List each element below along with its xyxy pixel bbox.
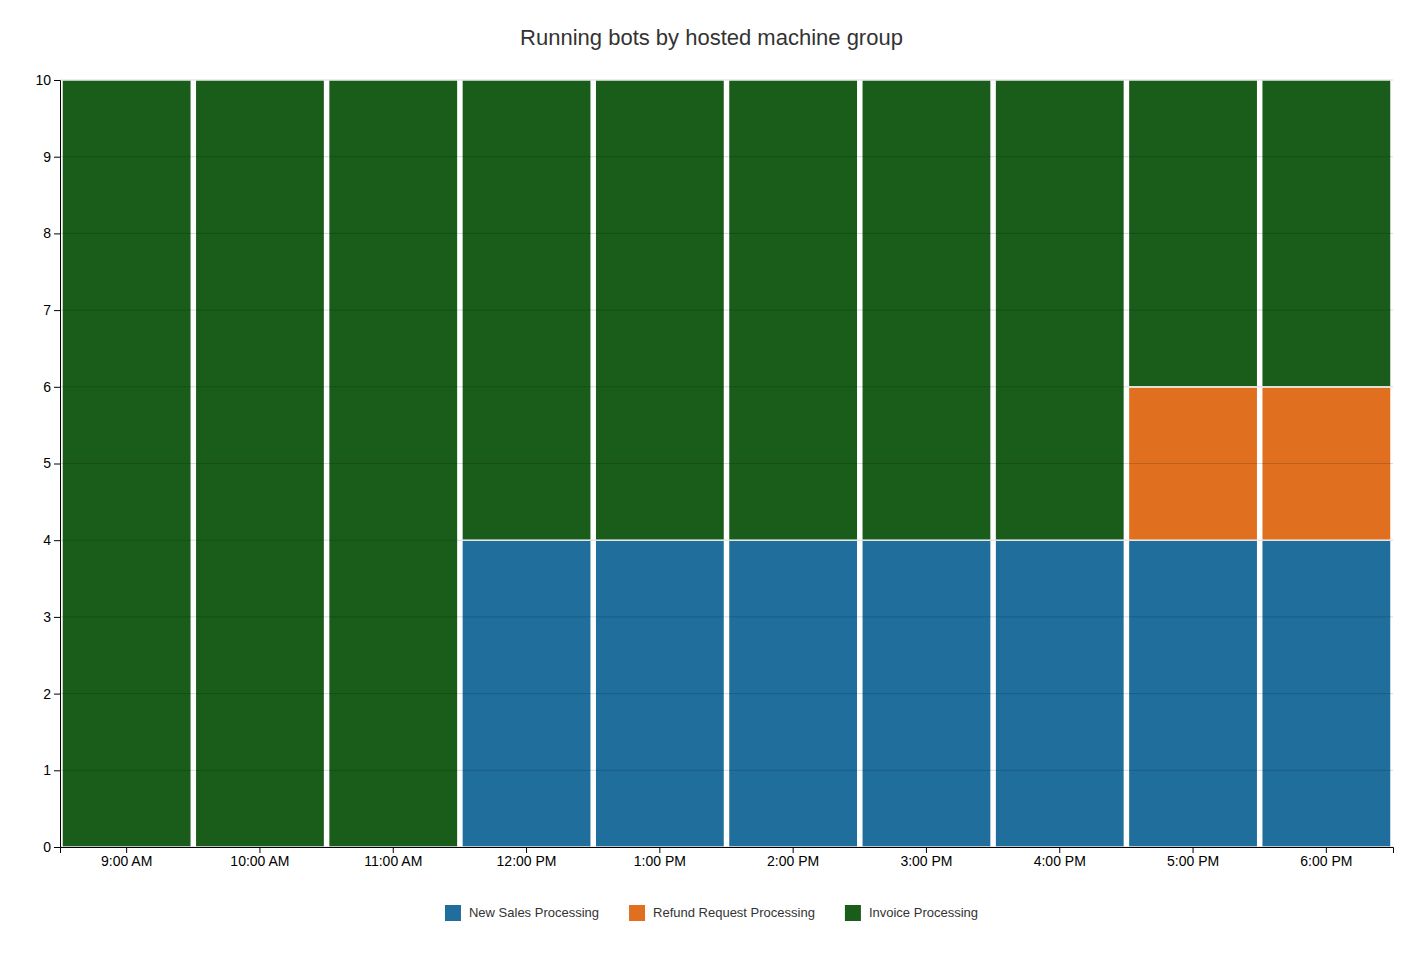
plot: 9:00 AM 10:00 AM 11:00 AM 12:00 PM 1:00 PM 2:… [35,72,1393,869]
tick-label: 11:00 AM [364,853,422,869]
legend-swatch [845,905,861,921]
tick-label: 4 [43,532,51,548]
tick: 4:00 PM [1034,847,1086,869]
tick-label: 8 [43,225,51,241]
tick-mark [54,387,60,388]
tick-label: 7 [43,302,51,318]
grid-line [60,616,1393,617]
tick: 5:00 PM [1167,847,1219,869]
tick-label: 9:00 AM [101,853,152,869]
tick-label: 6 [43,379,51,395]
grid-line [60,156,1393,157]
legend-label: Invoice Processing [869,905,978,920]
tick: 4 [43,532,60,548]
grid-line [60,80,1393,81]
tick-label: 10 [35,72,51,88]
tick: 11:00 AM [364,847,422,869]
axis-domain [54,81,61,848]
y-axis: 0 1 2 3 4 5 6 7 8 9 10 [35,72,60,855]
tick: 1 [43,762,60,778]
tick-label: 0 [43,839,51,855]
tick: 6:00 PM [1300,847,1352,869]
grid-line [60,463,1393,464]
legend-item: Refund Request Processing [629,905,815,921]
tick-mark [54,770,60,771]
tick: 9 [43,149,60,165]
tick-label: 5:00 PM [1167,853,1219,869]
tick: 5 [43,455,60,471]
tick-mark [54,80,60,81]
tick: 3:00 PM [900,847,952,869]
tick-mark [54,694,60,695]
grid-line [60,233,1393,234]
tick: 2:00 PM [767,847,819,869]
tick: 8 [43,225,60,241]
grid-line [60,540,1393,541]
tick-label: 5 [43,455,51,471]
grid [60,80,1393,847]
tick-mark [54,233,60,234]
tick-mark [54,157,60,158]
tick-mark [54,310,60,311]
tick: 2 [43,686,60,702]
tick-mark [54,464,60,465]
tick: 3 [43,609,60,625]
tick-mark [54,847,60,848]
tick-label: 9 [43,149,51,165]
title: Running bots by hosted machine group [520,25,903,50]
tick: 1:00 PM [634,847,686,869]
tick-label: 4:00 PM [1034,853,1086,869]
tick: 12:00 PM [497,847,557,869]
tick: 6 [43,379,60,395]
legend-label: Refund Request Processing [653,905,815,920]
tick: 10 [35,72,60,88]
tick-label: 12:00 PM [497,853,557,869]
tick: 7 [43,302,60,318]
tick: 0 [43,839,60,855]
tick: 10:00 AM [230,847,289,869]
legend-swatch [629,905,645,921]
grid-line [60,310,1393,311]
grid-line [60,386,1393,387]
tick-label: 2 [43,686,51,702]
tick-mark [54,617,60,618]
tick-label: 3 [43,609,51,625]
legend-item: Invoice Processing [845,905,978,921]
tick-label: 1:00 PM [634,853,686,869]
tick-label: 6:00 PM [1300,853,1352,869]
tick-label: 3:00 PM [900,853,952,869]
tick: 9:00 AM [101,847,152,869]
tick-label: 10:00 AM [230,853,289,869]
legend-label: New Sales Processing [469,905,599,920]
grid-line [60,693,1393,694]
tick-label: 2:00 PM [767,853,819,869]
grid-line [60,770,1393,771]
tick-label: 1 [43,762,51,778]
tick-mark [54,540,60,541]
chart: 9:00 AM 10:00 AM 11:00 AM 12:00 PM 1:00 PM 2:… [0,0,1423,967]
x-axis: 9:00 AM 10:00 AM 11:00 AM 12:00 PM 1:00 PM 2:… [61,847,1394,869]
legend-item: New Sales Processing [445,905,599,921]
legend: New Sales Processing Refund Request Proce… [445,905,978,921]
legend-swatch [445,905,461,921]
